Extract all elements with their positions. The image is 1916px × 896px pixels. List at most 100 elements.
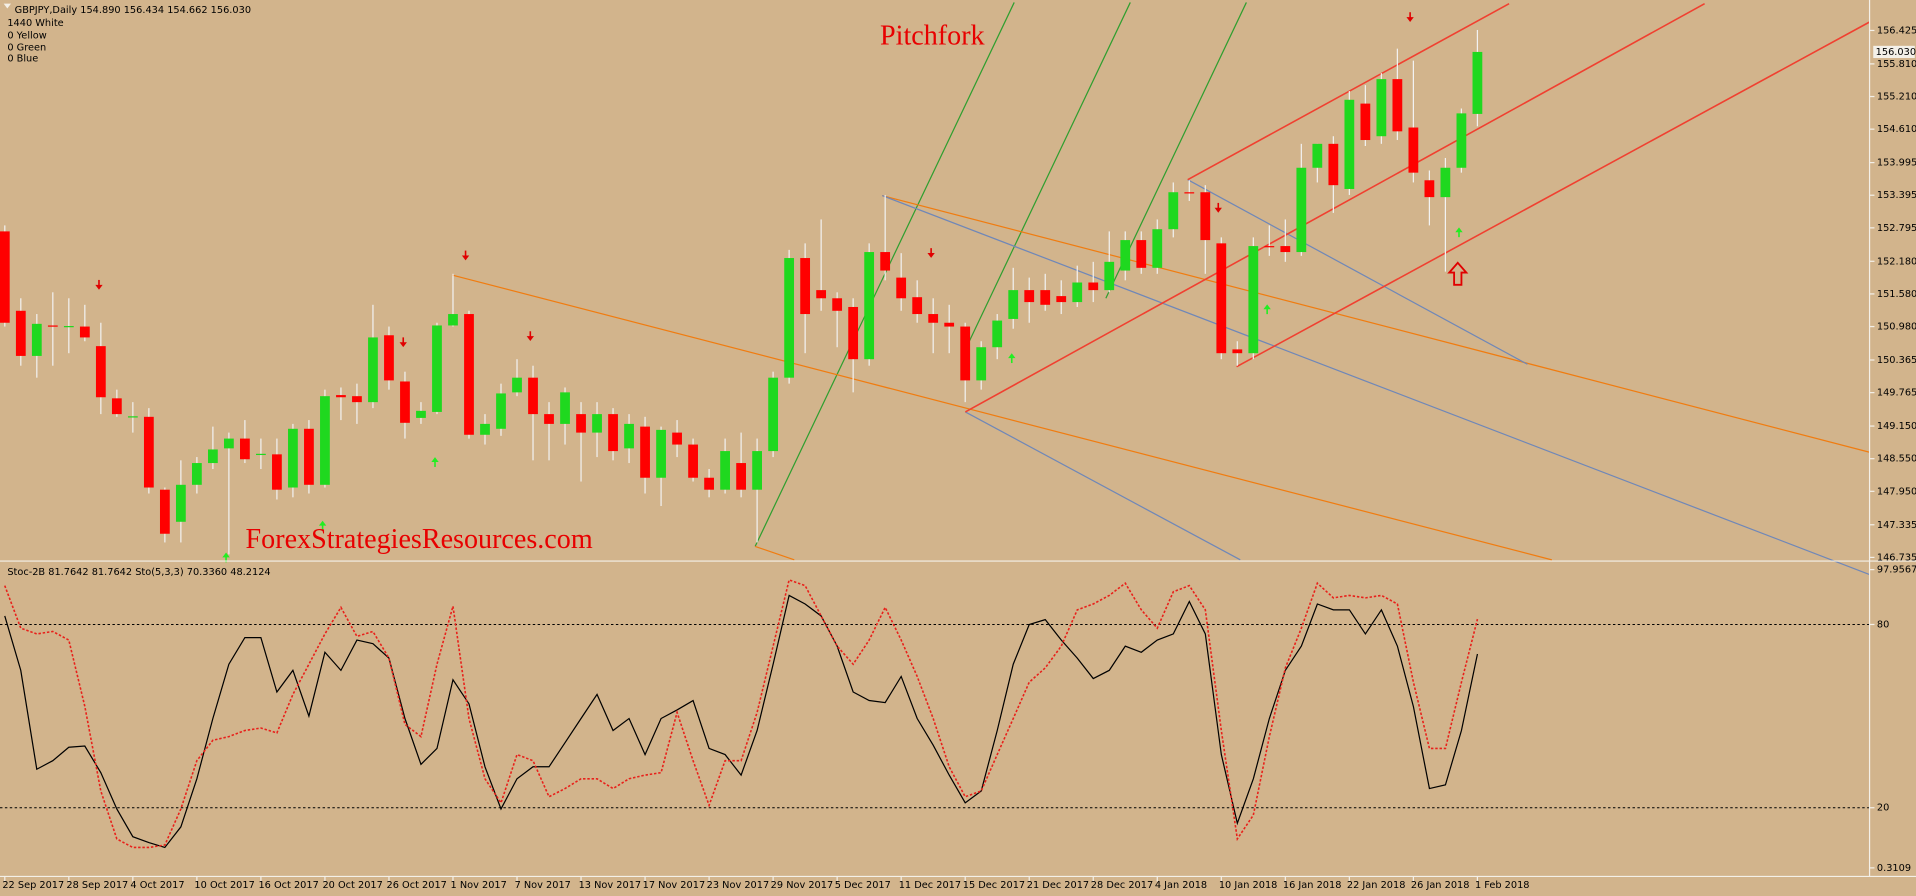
candle-body [416, 410, 426, 418]
candle-body [672, 432, 682, 445]
candle-body [768, 377, 779, 452]
candle-body [336, 395, 346, 398]
y-tick-label: 0.3109 [1877, 863, 1911, 874]
pitchfork-line [1236, 21, 1870, 368]
candle-body [1168, 192, 1179, 230]
x-tick-label: 23 Nov 2017 [707, 880, 770, 891]
candle-body [95, 346, 106, 398]
x-tick-label: 26 Oct 2017 [387, 880, 447, 891]
x-tick-label: 22 Sep 2017 [2, 880, 64, 891]
candle-body [1040, 290, 1051, 305]
y-tick-label: 20 [1877, 803, 1889, 814]
x-tick-label: 20 Oct 2017 [322, 880, 382, 891]
blue-line [965, 411, 1241, 561]
candle-body [688, 444, 698, 478]
candle-body [1392, 79, 1403, 132]
candle-body [880, 252, 891, 271]
candle-body [848, 306, 859, 360]
y-tick-label: 153.395 [1877, 190, 1916, 201]
chart-title: Pitchfork [880, 20, 985, 51]
candle-body [592, 414, 602, 433]
candle-body [1424, 180, 1435, 198]
y-tick-label: 154.610 [1877, 124, 1916, 135]
candle-body [736, 463, 746, 490]
x-tick-label: 10 Oct 2017 [194, 880, 254, 891]
x-tick-label: 1 Feb 2018 [1475, 880, 1530, 891]
candle-body [1152, 229, 1163, 268]
candle-body [480, 423, 490, 435]
candle-body [1264, 246, 1275, 248]
x-tick-label: 4 Jan 2018 [1155, 880, 1207, 891]
x-tick-label: 7 Nov 2017 [515, 880, 571, 891]
candle-body [79, 326, 90, 338]
x-tick-label: 15 Dec 2017 [963, 880, 1025, 891]
y-tick-label: 149.765 [1877, 388, 1916, 399]
y-tick-label: 155.810 [1877, 59, 1916, 70]
candle-body [207, 449, 218, 464]
x-tick-label: 21 Dec 2017 [1027, 880, 1089, 891]
candle-body [576, 414, 586, 433]
y-tick-label: 156.425 [1877, 25, 1916, 36]
candle-body [928, 314, 939, 323]
candle-body [656, 429, 666, 478]
candle-body [976, 347, 987, 381]
candle-body [1232, 349, 1243, 354]
candle-body [47, 325, 58, 327]
watermark: ForexStrategiesResources.com [246, 524, 593, 555]
y-tick-label: 150.365 [1877, 355, 1916, 366]
y-tick-label: 153.995 [1877, 158, 1916, 169]
orange-line [754, 545, 795, 561]
candle-body [368, 337, 378, 403]
candle-body [256, 453, 266, 456]
candle-body [400, 381, 410, 423]
candle-body [464, 314, 474, 435]
candle-body [1120, 240, 1131, 271]
candle-body [560, 392, 570, 424]
candle-body [1024, 290, 1035, 303]
y-tick-label: 147.950 [1877, 486, 1916, 497]
candle-body [1216, 243, 1227, 354]
orange-line [451, 274, 1553, 561]
y-tick-label: 155.210 [1877, 92, 1916, 103]
x-tick-label: 22 Jan 2018 [1347, 880, 1406, 891]
candle-body [912, 297, 923, 315]
symbol-header: GBPJPY,Daily 154.890 156.434 154.662 156… [15, 5, 251, 16]
candle-body [1136, 240, 1147, 268]
candle-body [1280, 246, 1291, 253]
candle-body [544, 414, 554, 424]
x-tick-label: 28 Sep 2017 [66, 880, 128, 891]
candle-body [992, 320, 1003, 348]
candle-body [608, 414, 618, 452]
y-tick-label: 152.180 [1877, 256, 1916, 267]
candle-body [448, 314, 458, 326]
x-tick-label: 26 Jan 2018 [1411, 880, 1470, 891]
candle-body [1088, 282, 1099, 291]
candle-body [272, 454, 282, 490]
candle-body [960, 326, 971, 381]
candle-body [191, 463, 202, 485]
x-tick-label: 16 Oct 2017 [258, 880, 318, 891]
candle-body [864, 252, 875, 360]
info-line: 0 Blue [7, 54, 38, 65]
candle-body [1376, 79, 1387, 137]
y-tick-label: 148.550 [1877, 454, 1916, 465]
candle-body [944, 322, 955, 327]
candle-body [63, 326, 74, 328]
candle-body [1344, 99, 1355, 189]
candle-body [0, 231, 10, 323]
candle-body [640, 426, 650, 478]
pitchfork-lines [451, 2, 1870, 576]
x-tick-label: 1 Nov 2017 [451, 880, 507, 891]
candle-body [1472, 51, 1483, 114]
info-line: 0 Green [7, 43, 46, 54]
candle-body [127, 416, 138, 418]
info-line: 0 Yellow [7, 30, 46, 41]
stochastic-line [4, 578, 1479, 849]
orange-line [882, 194, 1870, 453]
pitchfork-line [964, 2, 1705, 413]
info-line: 1440 White [7, 18, 63, 29]
candle-body [1072, 282, 1083, 303]
candle-body [175, 484, 186, 522]
